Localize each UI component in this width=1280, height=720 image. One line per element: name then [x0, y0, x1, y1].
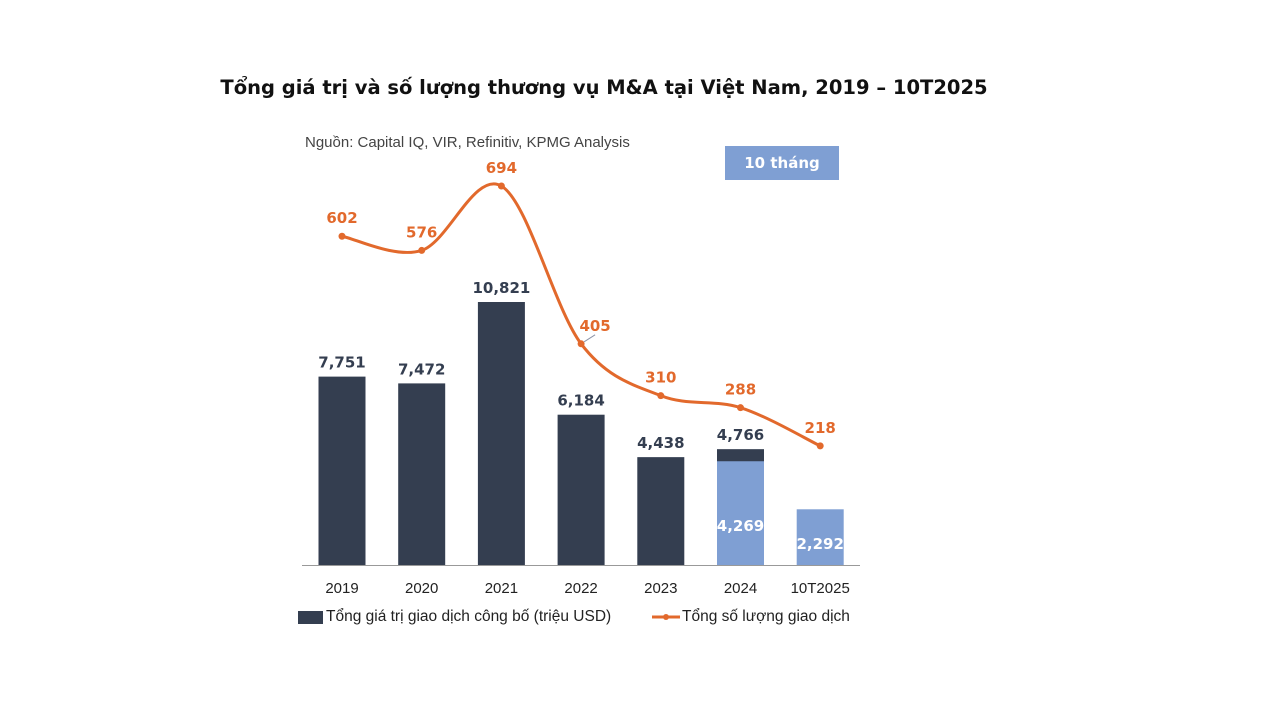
line-point-2019 — [338, 232, 346, 240]
legend-bar: Tổng giá trị giao dịch công bố (triệu US… — [298, 608, 611, 626]
bar-overlay-label-2024: 4,269 — [717, 517, 764, 535]
bar-label-2023: 4,438 — [637, 434, 684, 452]
bar-2021 — [477, 302, 525, 565]
bar-10T2025 — [796, 509, 844, 565]
line-point-2020 — [418, 246, 426, 254]
x-tick-2020: 2020 — [405, 580, 438, 597]
ten-months-note: 10 tháng — [725, 146, 839, 180]
bar-label-2021: 10,821 — [472, 279, 530, 297]
chart-title: Tổng giá trị và số lượng thương vụ M&A t… — [220, 76, 988, 99]
leader-line-2022 — [583, 334, 596, 343]
line-point-2024 — [737, 404, 744, 412]
bar-2019 — [318, 376, 366, 565]
bar-2023 — [637, 457, 685, 565]
legend-line-label: Tổng số lượng giao dịch — [682, 608, 850, 625]
line-point-2023 — [657, 392, 665, 400]
bar-label-2019: 7,751 — [318, 354, 365, 372]
line-label-2022: 405 — [579, 317, 610, 335]
line-label-2020: 576 — [406, 223, 437, 241]
line-label-2024: 288 — [725, 381, 756, 399]
line-label-2021: 694 — [486, 159, 517, 177]
bar-overlay-2024 — [717, 461, 764, 565]
bar-label-2024: 4,766 — [717, 426, 764, 444]
x-tick-2022: 2022 — [564, 580, 597, 597]
legend-line-swatch — [652, 614, 680, 620]
bar-label-10T2025: 2,292 — [796, 535, 843, 553]
legend-bar-swatch — [298, 610, 323, 624]
x-tick-2024: 2024 — [724, 580, 757, 597]
line-label-10T2025: 218 — [805, 419, 836, 437]
bar-label-2022: 6,184 — [557, 392, 604, 410]
chart-source: Nguồn: Capital IQ, VIR, Refinitiv, KPMG … — [305, 134, 630, 151]
line-point-2022 — [577, 340, 585, 348]
x-tick-2021: 2021 — [485, 580, 518, 597]
line-point-2021 — [497, 182, 505, 190]
legend-line: Tổng số lượng giao dịch — [652, 608, 850, 626]
bar-2020 — [398, 383, 446, 565]
bar-label-2020: 7,472 — [398, 360, 445, 378]
line-label-2019: 602 — [326, 209, 357, 227]
legend-bar-label: Tổng giá trị giao dịch công bố (triệu US… — [326, 608, 612, 625]
line-point-10T2025 — [816, 442, 824, 450]
x-tick-2023: 2023 — [644, 580, 677, 597]
x-tick-10T2025: 10T2025 — [791, 580, 850, 597]
line-label-2023: 310 — [645, 369, 676, 387]
bar-2022 — [557, 414, 605, 565]
x-tick-2019: 2019 — [325, 580, 358, 597]
